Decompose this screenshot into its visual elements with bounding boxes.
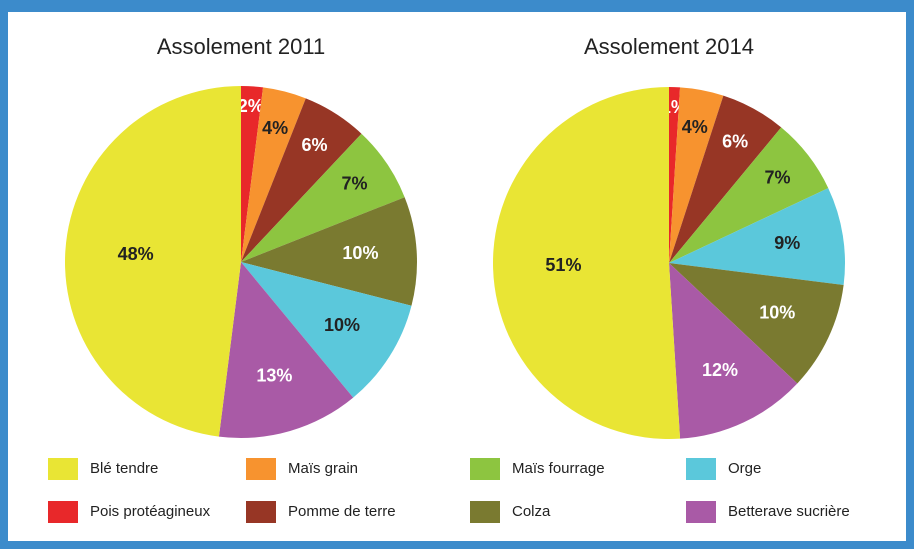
legend-label: Maïs fourrage xyxy=(512,460,605,477)
pie-slice xyxy=(669,263,844,384)
legend-label: Colza xyxy=(512,503,551,520)
legend-label: Pois protéagineux xyxy=(90,503,211,520)
data-label: 10% xyxy=(759,303,795,323)
legend-swatch xyxy=(470,501,500,523)
pie-slice xyxy=(241,86,264,262)
chart-title: Assolement 2011 xyxy=(157,34,325,59)
pie-slice xyxy=(669,188,845,286)
pie-slice xyxy=(493,87,681,439)
pie-slice xyxy=(669,95,782,264)
legend-swatch xyxy=(686,458,716,480)
data-label: 9% xyxy=(774,233,800,253)
data-label: 4% xyxy=(262,118,288,138)
data-label: 4% xyxy=(682,117,708,137)
legend-swatch xyxy=(48,458,78,480)
legend-label: Pomme de terre xyxy=(288,503,396,520)
data-label: 12% xyxy=(702,360,738,380)
legend-label: Blé tendre xyxy=(90,460,158,477)
pie-slice xyxy=(64,86,241,437)
pie-slice xyxy=(241,87,306,262)
data-label: 48% xyxy=(118,244,154,264)
data-label: 10% xyxy=(342,243,378,263)
data-label: 7% xyxy=(342,174,368,194)
pie-slice xyxy=(241,262,412,398)
legend-label: Maïs grain xyxy=(288,460,358,477)
legend-swatch xyxy=(48,501,78,523)
data-label: 7% xyxy=(764,168,790,188)
data-label: 6% xyxy=(722,131,748,151)
pie-slice xyxy=(241,133,405,262)
data-label: 51% xyxy=(545,255,581,275)
legend-swatch xyxy=(246,458,276,480)
legend-swatch xyxy=(470,458,500,480)
pie-slice xyxy=(218,262,354,438)
pie-slice xyxy=(669,87,681,263)
legend-label: Betterave sucrière xyxy=(728,503,850,520)
chart-title: Assolement 2014 xyxy=(584,34,754,59)
pie-slice xyxy=(669,263,798,439)
pie-slice xyxy=(241,197,418,306)
pie-slice xyxy=(241,98,362,262)
legend-swatch xyxy=(686,501,716,523)
data-label: 6% xyxy=(302,135,328,155)
data-label: 13% xyxy=(256,366,292,386)
legend-label: Orge xyxy=(728,460,761,477)
legend-swatch xyxy=(246,501,276,523)
pie-slice xyxy=(669,127,829,263)
pie-slice xyxy=(669,87,724,264)
data-label: 10% xyxy=(324,315,360,335)
data-label: 2% xyxy=(238,96,264,116)
